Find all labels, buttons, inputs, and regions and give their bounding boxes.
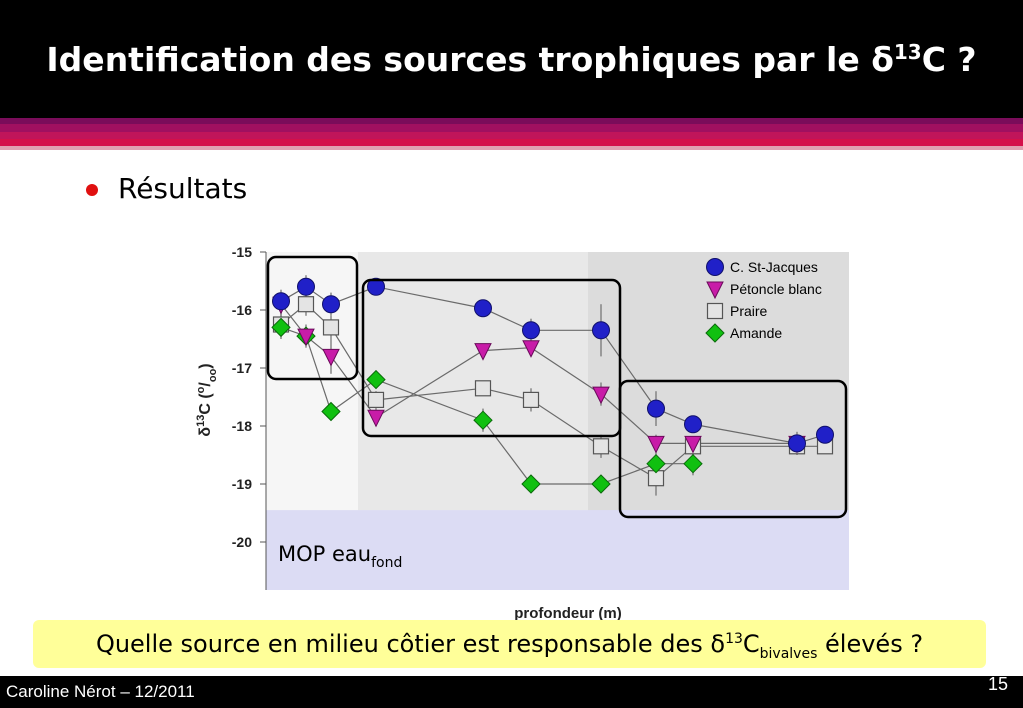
legend-label: Pétoncle blanc	[730, 281, 822, 297]
legend-marker-square	[706, 302, 724, 320]
point-circle	[647, 399, 665, 418]
page-number: 15	[988, 674, 1009, 694]
point-triangle	[367, 409, 385, 428]
point-circle	[684, 415, 702, 434]
header-stripe	[0, 139, 1023, 146]
slide-title: Identification des sources trophiques pa…	[46, 40, 977, 79]
header-stripe	[0, 146, 1023, 150]
legend-label: C. St-Jacques	[730, 259, 818, 275]
point-diamond	[321, 401, 341, 422]
point-circle	[367, 277, 385, 296]
point-diamond	[271, 317, 291, 338]
point-circle	[522, 321, 540, 340]
point-triangle	[592, 386, 610, 405]
point-square	[367, 391, 385, 408]
delta-symbol: δ	[710, 630, 726, 658]
y-tick-label: -15	[232, 244, 252, 260]
x-axis-label: profondeur (m)	[514, 605, 621, 622]
y-axis-label: δ13C (o/oo)	[195, 363, 219, 436]
point-triangle	[647, 435, 665, 454]
point-triangle	[474, 343, 492, 361]
bullet-label: Résultats	[118, 172, 248, 205]
footer-bar	[0, 676, 1023, 708]
legend-label: Praire	[730, 303, 768, 319]
point-square	[592, 438, 610, 455]
question-callout: Quelle source en milieu côtier est respo…	[33, 620, 986, 668]
point-diamond	[646, 453, 666, 474]
y-tick-label: -19	[232, 476, 252, 492]
point-triangle	[322, 348, 340, 367]
header-stripe	[0, 124, 1023, 132]
group-box-deep	[618, 379, 848, 519]
y-tick-label: -20	[232, 534, 252, 550]
point-triangle	[297, 328, 315, 347]
legend-marker-circle	[706, 258, 724, 276]
series-line-triangle	[280, 303, 797, 444]
point-diamond	[366, 369, 386, 390]
y-tick-label: -16	[232, 302, 252, 318]
point-square	[297, 296, 315, 313]
mop-label: MOP eaufond	[278, 542, 402, 571]
legend-marker-triangle	[706, 281, 724, 300]
title-superscript: 13	[893, 40, 922, 64]
y-tick-label: -17	[232, 360, 252, 376]
header-stripe	[0, 118, 1023, 124]
footer-author: Caroline Nérot – 12/2011	[6, 682, 195, 701]
y-ticks: -15 -16 -17 -18 -19 -20	[232, 244, 266, 550]
title-bar	[0, 0, 1023, 118]
point-triangle	[522, 340, 540, 358]
point-square	[474, 380, 492, 397]
header-stripe	[0, 132, 1023, 139]
group-box-shallow	[266, 255, 359, 381]
point-square	[322, 319, 340, 336]
point-circle	[788, 434, 806, 453]
point-diamond	[521, 474, 541, 494]
point-circle	[322, 295, 340, 314]
series-layer	[271, 275, 834, 496]
point-circle	[297, 277, 315, 296]
point-square	[522, 391, 540, 408]
mop-band	[266, 510, 849, 590]
group-box-mid	[361, 278, 622, 438]
point-circle	[474, 299, 492, 318]
legend-marker-diamond	[705, 323, 725, 343]
point-diamond	[683, 453, 703, 474]
point-circle	[272, 292, 290, 311]
bullet-dot	[86, 184, 98, 196]
point-circle	[816, 425, 834, 444]
y-tick-label: -18	[232, 418, 252, 434]
point-circle	[592, 321, 610, 340]
legend-label: Amande	[730, 325, 782, 341]
point-triangle	[684, 435, 702, 454]
point-diamond	[591, 474, 611, 494]
delta-symbol: δ	[871, 40, 894, 79]
point-diamond	[473, 410, 493, 430]
chart-legend: C. St-Jacques Pétoncle blanc Praire Amande	[705, 258, 822, 343]
